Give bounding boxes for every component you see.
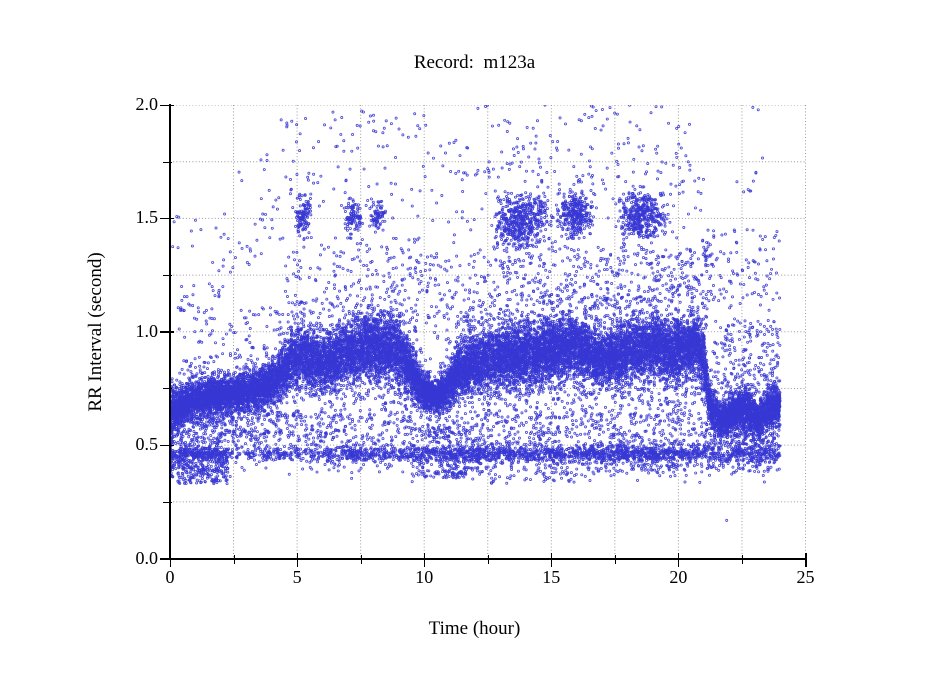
y-tick [160,217,174,220]
x-tick-label: 0 [165,567,175,587]
x-tick [423,553,426,567]
x-tick-minor [614,555,616,564]
x-tick [169,553,171,567]
y-tick-minor [163,388,172,390]
y-tick-label: 1.5 [135,207,159,228]
y-tick-label: 2.0 [135,94,159,114]
y-tick-minor [163,161,172,163]
x-tick-minor [233,555,235,564]
x-axis-label: Time (hour) [428,618,521,639]
y-tick [160,558,174,560]
x-tick-label: 5 [292,567,302,587]
x-tick-minor [741,555,743,564]
y-tick [160,444,174,447]
y-tick-label: 0.0 [135,547,159,568]
y-tick-label: 1.0 [135,320,159,341]
x-tick-label: 10 [415,567,434,587]
x-tick [550,553,553,567]
x-tick-minor [487,555,489,564]
y-tick-minor [163,275,172,277]
x-tick [677,553,680,567]
y-tick [160,104,174,106]
x-tick [805,553,807,567]
x-tick-label: 20 [669,567,688,587]
y-tick [160,331,174,333]
x-tick [296,553,299,567]
y-tick-label: 0.5 [135,434,159,455]
plot-area [170,105,806,559]
y-tick-minor [163,501,172,503]
x-tick-label: 15 [542,567,561,587]
chart-title: Record: m123a [413,52,536,73]
x-tick-minor [360,555,362,564]
x-tick-label: 25 [796,567,815,587]
